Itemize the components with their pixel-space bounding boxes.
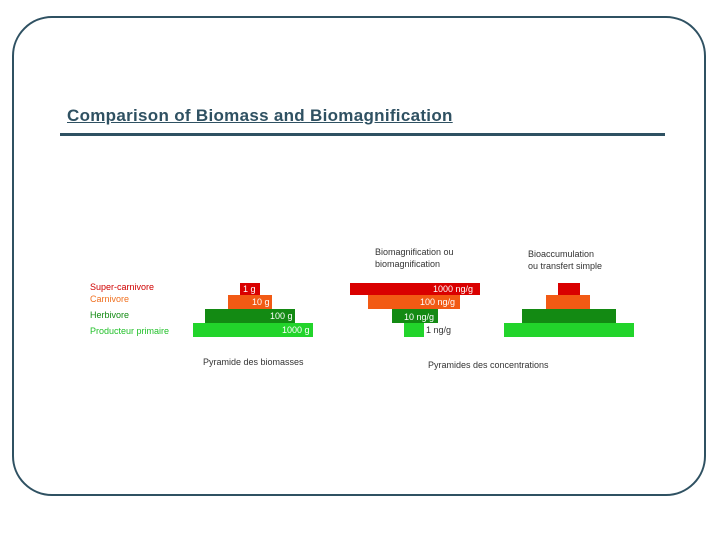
concentration-pyramids-caption: Pyramides des concentrations (428, 360, 549, 370)
level-label-super-carnivore: Super-carnivore (90, 282, 155, 292)
biomass-pyramid-caption: Pyramide des biomasses (203, 357, 304, 367)
bioaccumulation-heading-line1: Bioaccumulation (528, 249, 595, 259)
biomagnification-heading-line2: biomagnification (375, 259, 441, 269)
biomagnification-value-producer: 1 ng/g (426, 325, 452, 335)
bioaccumulation-bar-super-carnivore (558, 283, 580, 295)
biomagnification-bar-herbivore (392, 309, 438, 323)
biomass-value-super-carnivore: 1 g (243, 284, 256, 294)
biomagnification-value-carnivore: 100 ng/g (420, 297, 456, 307)
level-label-carnivore: Carnivore (90, 294, 130, 304)
biomagnification-bar-producer (404, 323, 424, 337)
biomagnification-bar-super-carnivore (350, 283, 480, 295)
level-label-herbivore: Herbivore (90, 310, 130, 320)
biomagnification-heading-line1: Biomagnification ou (375, 247, 454, 257)
biomass-value-herbivore: 100 g (270, 311, 293, 321)
biomass-bar-herbivore (205, 309, 295, 323)
biomagnification-value-herbivore: 10 ng/g (404, 312, 435, 322)
biomass-value-carnivore: 10 g (252, 297, 270, 307)
slide-title: Comparison of Biomass and Biomagnificati… (67, 106, 453, 125)
biomass-bar-super-carnivore (240, 283, 260, 295)
biomagnification-value-super-carnivore: 1000 ng/g (433, 284, 474, 294)
slide-frame (12, 16, 706, 496)
level-label-producer: Producteur primaire (90, 326, 170, 336)
bioaccumulation-heading-line2: ou transfert simple (528, 261, 603, 271)
biomass-bar-carnivore (228, 295, 272, 309)
bioaccumulation-bar-carnivore (546, 295, 590, 309)
biomagnification-bar-carnivore (368, 295, 460, 309)
biomass-bar-producer (193, 323, 313, 337)
bioaccumulation-bar-herbivore (522, 309, 616, 323)
title-divider (60, 133, 665, 136)
biomass-value-producer: 1000 g (282, 325, 310, 335)
bioaccumulation-bar-producer (504, 323, 634, 337)
